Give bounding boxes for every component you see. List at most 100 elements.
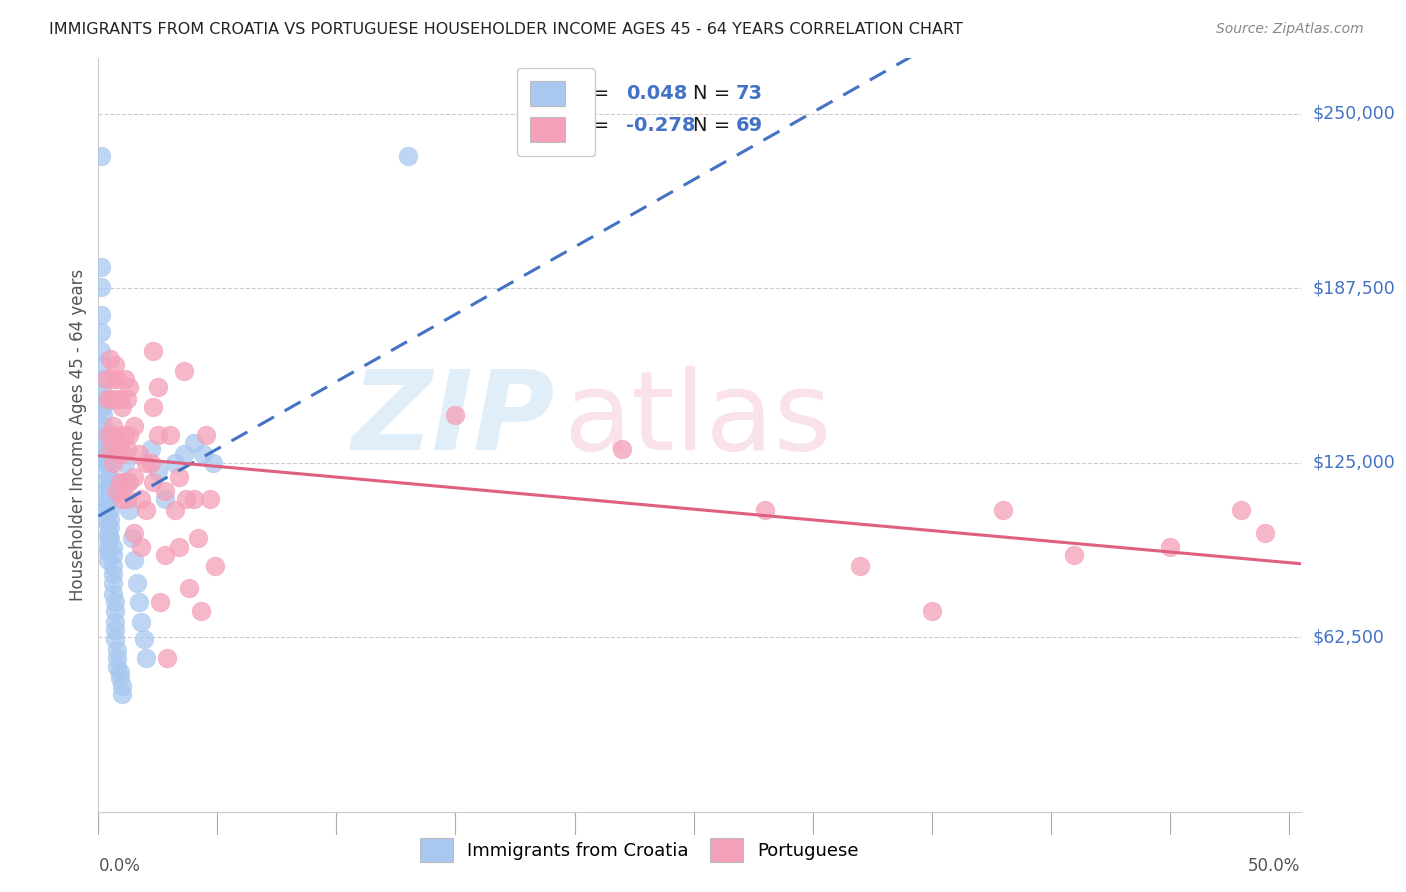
Point bbox=[201, 456, 224, 470]
Point bbox=[98, 483, 121, 498]
Point bbox=[91, 372, 114, 386]
Point bbox=[98, 352, 121, 367]
Point bbox=[139, 442, 162, 456]
Point bbox=[132, 632, 155, 646]
Point bbox=[91, 386, 114, 401]
Point bbox=[107, 483, 129, 498]
Point bbox=[98, 392, 121, 406]
Point bbox=[91, 436, 114, 450]
Point bbox=[176, 491, 198, 506]
Point bbox=[94, 372, 117, 386]
Text: 0.0%: 0.0% bbox=[98, 857, 141, 875]
Point bbox=[104, 428, 127, 442]
Point bbox=[91, 400, 114, 414]
Point bbox=[90, 149, 112, 163]
Point bbox=[90, 358, 112, 372]
Point bbox=[183, 436, 205, 450]
Point bbox=[173, 364, 195, 378]
Point bbox=[114, 372, 136, 386]
Point bbox=[98, 491, 121, 506]
Y-axis label: Householder Income Ages 45 - 64 years: Householder Income Ages 45 - 64 years bbox=[69, 268, 87, 601]
Point bbox=[115, 392, 138, 406]
Point bbox=[104, 624, 127, 638]
Point bbox=[146, 464, 169, 478]
Point bbox=[191, 447, 214, 461]
Point bbox=[107, 642, 129, 657]
Text: $62,500: $62,500 bbox=[1312, 628, 1385, 646]
Point bbox=[91, 392, 114, 406]
Point bbox=[142, 344, 165, 359]
Point bbox=[107, 442, 129, 456]
Point bbox=[90, 325, 112, 339]
Point bbox=[107, 659, 129, 673]
Point bbox=[114, 475, 136, 490]
Point bbox=[115, 491, 138, 506]
Point bbox=[114, 456, 136, 470]
Point bbox=[122, 553, 145, 567]
Point bbox=[135, 503, 157, 517]
Point bbox=[94, 491, 117, 506]
Point bbox=[94, 456, 117, 470]
Point bbox=[101, 540, 124, 554]
Point bbox=[98, 475, 121, 490]
Text: N =: N = bbox=[693, 116, 737, 135]
Point bbox=[98, 442, 121, 456]
Point bbox=[122, 469, 145, 483]
Legend: Immigrants from Croatia, Portuguese: Immigrants from Croatia, Portuguese bbox=[411, 830, 868, 871]
Point bbox=[108, 475, 131, 490]
Point bbox=[128, 595, 150, 609]
Point bbox=[111, 679, 134, 693]
Point bbox=[159, 428, 181, 442]
Point bbox=[101, 587, 124, 601]
Point bbox=[194, 428, 217, 442]
Text: ZIP: ZIP bbox=[352, 367, 555, 474]
Point bbox=[97, 540, 120, 554]
Point bbox=[183, 491, 205, 506]
Point bbox=[97, 531, 120, 545]
Point bbox=[97, 517, 120, 532]
Point bbox=[921, 604, 943, 618]
Point bbox=[98, 469, 121, 483]
Point bbox=[104, 392, 127, 406]
Point bbox=[169, 469, 191, 483]
Point bbox=[104, 358, 127, 372]
Point bbox=[118, 428, 141, 442]
Point bbox=[97, 392, 120, 406]
Point bbox=[444, 409, 467, 423]
Point bbox=[98, 503, 121, 517]
Point bbox=[1254, 525, 1277, 540]
Point bbox=[94, 447, 117, 461]
Point bbox=[107, 372, 129, 386]
Point bbox=[115, 475, 138, 490]
Point bbox=[91, 419, 114, 434]
Text: N =: N = bbox=[693, 85, 737, 103]
Point bbox=[149, 595, 172, 609]
Point bbox=[610, 442, 633, 456]
Point bbox=[104, 604, 127, 618]
Point bbox=[142, 400, 165, 414]
Point bbox=[163, 503, 186, 517]
Text: atlas: atlas bbox=[564, 367, 832, 474]
Point bbox=[108, 671, 131, 685]
Point bbox=[849, 559, 872, 574]
Point bbox=[94, 464, 117, 478]
Point bbox=[111, 400, 134, 414]
Point bbox=[129, 491, 152, 506]
Point bbox=[108, 436, 131, 450]
Point bbox=[114, 428, 136, 442]
Point bbox=[98, 531, 121, 545]
Point bbox=[190, 604, 212, 618]
Text: IMMIGRANTS FROM CROATIA VS PORTUGUESE HOUSEHOLDER INCOME AGES 45 - 64 YEARS CORR: IMMIGRANTS FROM CROATIA VS PORTUGUESE HO… bbox=[49, 22, 963, 37]
Point bbox=[146, 428, 169, 442]
Text: $125,000: $125,000 bbox=[1312, 454, 1395, 472]
Point bbox=[94, 498, 117, 512]
Text: $250,000: $250,000 bbox=[1312, 105, 1395, 123]
Point bbox=[129, 540, 152, 554]
Text: -0.278: -0.278 bbox=[626, 116, 696, 135]
Point bbox=[200, 491, 222, 506]
Point bbox=[121, 531, 143, 545]
Point bbox=[118, 503, 141, 517]
Text: 0.048: 0.048 bbox=[626, 85, 688, 103]
Point bbox=[122, 525, 145, 540]
Point bbox=[101, 548, 124, 562]
